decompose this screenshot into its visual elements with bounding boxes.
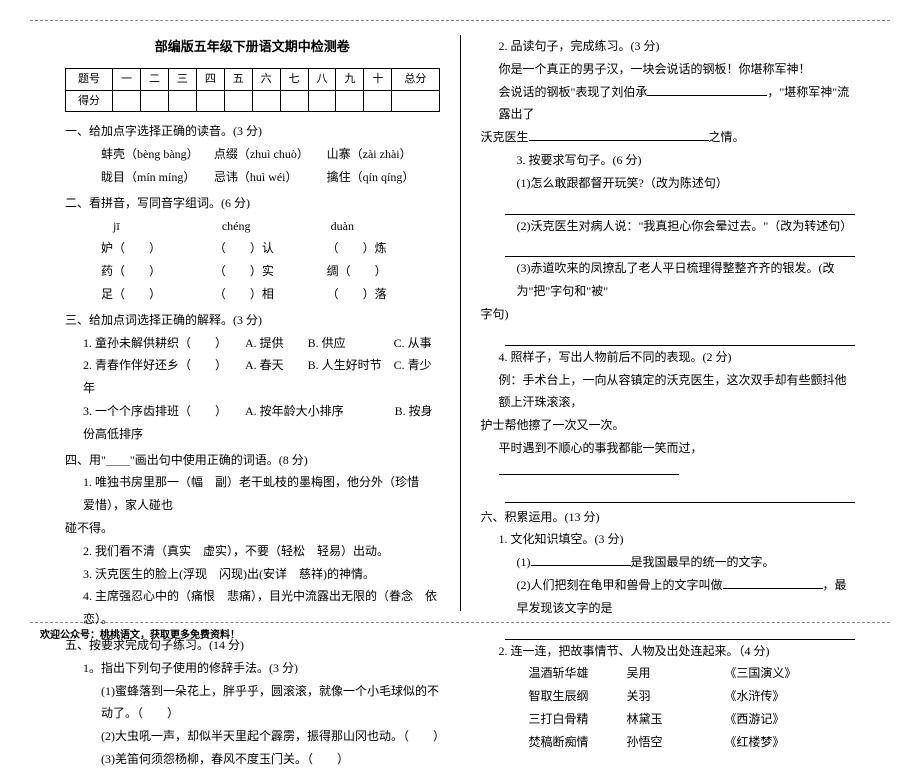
blank [723,577,823,589]
q5-s1c: (3)羌笛何须怨杨柳，春风不度玉门关。（ ） [65,748,440,771]
th-1: 一 [113,68,141,90]
th-7: 七 [280,68,308,90]
q2-header: 二、看拼音，写同音字组词。(6 分) [65,192,440,215]
q5-s2b-pre: 会说话的钢板"表现了刘伯承 [499,85,648,99]
q1-header: 一、给加点字选择正确的读音。(3 分) [65,120,440,143]
th-4: 四 [196,68,224,90]
blank [529,129,709,141]
q3-i1: 1. 童孙未解供耕织（ ） A. 提供 B. 供应 C. 从事 [65,332,440,355]
q2-r1b: （ ）认 [214,237,327,260]
q5-s3c: (3)赤道吹来的凤撩乱了老人平日梳理得整整齐齐的银发。(改为"把"字句和"被" [481,257,856,303]
page-footer: 欢迎公众号：桃桃语文，获取更多免费资料！ [40,626,240,641]
m1b: 吴用 [626,662,724,685]
q5-s2: 2. 品读句子，完成练习。(3 分) [481,35,856,58]
score-label: 得分 [66,90,113,112]
blank-line [505,485,856,503]
blank-line [505,328,856,346]
exam-title: 部编版五年级下册语文期中检测卷 [65,35,440,60]
m3a: 三打白骨精 [529,708,627,731]
th-0: 题号 [66,68,113,90]
q3-i2: 2. 青春作伴好还乡（ ） A. 春天 B. 人生好时节 C. 青少年 [65,354,440,400]
q1-r2a: 眬目（mín míng） [101,166,214,189]
th-3: 三 [168,68,196,90]
th-10: 十 [364,68,392,90]
blank [647,84,767,96]
m3b: 林黛玉 [626,708,724,731]
q2-r3b: （ ）相 [214,283,327,306]
m3c: 《西游记》 [724,708,855,731]
q2-p3: duàn [331,215,440,238]
th-8: 八 [308,68,336,90]
m2a: 智取生辰纲 [529,685,627,708]
q2-r3c: （ ）落 [327,283,440,306]
blank-line [505,197,856,215]
q2-p1: jī [113,215,222,238]
blank-line [505,622,856,640]
q6-s1: 1. 文化知识填空。(3 分) [481,528,856,551]
q5-s1b: (2)大虫吼一声，却似半天里起个霹雳，振得那山冈也动。（ ） [65,725,440,748]
q5-s2c-pre: 沃克医生 [481,130,529,144]
q3-i3: 3. 一个个序齿排班（ ） A. 按年龄大小排序 B. 按身份高低排序 [65,400,440,446]
q1-r1c: 山寨（zài zhài） [327,143,440,166]
m2b: 关羽 [626,685,724,708]
q5-s4a: 例：手术台上，一向从容镇定的沃克医生，这次双手却有些颤抖他额上汗珠滚滚， [481,369,856,415]
q5-s2a: 你是一个真正的男子汉，一块会说话的钢板！你堪称军神！ [481,58,856,81]
q2-r1a: 妒（ ） [101,237,214,260]
blank [531,554,631,566]
q4-header: 四、用"＿＿"画出句中使用正确的词语。(8 分) [65,449,440,472]
q2-r2c: 绸（ ） [327,260,440,283]
column-divider [460,35,461,611]
q2-r3a: 足（ ） [101,283,214,306]
q5-s4c-pre: 平时遇到不顺心的事我都能一笑而过， [499,441,703,455]
q1-r2c: 擒住（qín qíng） [327,166,440,189]
q6-s1b-pre: (2)人们把刻在龟甲和兽骨上的文字叫做 [517,578,723,592]
q1-r1b: 点缀（zhuì chuò） [214,143,327,166]
q6-s1a-suf: 是我国最早的统一的文字。 [631,555,775,569]
blank [499,463,679,475]
q5-s3b: (2)沃克医生对病人说："我真担心你会晕过去。"（改为转述句） [481,215,856,238]
q3-header: 三、给加点词选择正确的解释。(3 分) [65,309,440,332]
m2c: 《水浒传》 [724,685,855,708]
q1-r1a: 蚌壳（bèng bàng） [101,143,214,166]
q5-s4b: 护士帮他擦了一次又一次。 [481,414,856,437]
th-9: 九 [336,68,364,90]
q2-r1c: （ ）炼 [327,237,440,260]
score-table: 题号 一 二 三 四 五 六 七 八 九 十 总分 得分 [65,68,440,113]
m4a: 焚稿断痴情 [529,731,627,754]
q4-i1b: 碰不得。 [65,517,440,540]
m4c: 《红楼梦》 [724,731,855,754]
q5-s3c-b: 字句) [481,303,856,326]
q5-s2c-suf: 之情。 [709,130,745,144]
q5-s3a: (1)怎么敢跟都督开玩笑?（改为陈述句） [481,172,856,195]
q4-i3: 3. 沃克医生的脸上(浮现 闪现)出(安详 慈祥)的神情。 [65,563,440,586]
th-11: 总分 [392,68,439,90]
m4b: 孙悟空 [626,731,724,754]
q4-i4: 4. 主席强忍心中的（痛恨 悲痛），目光中流露出无限的（眷念 依恋）。 [65,585,440,631]
q5-s1a: (1)蜜蜂落到一朵花上，胖乎乎，圆滚滚，就像一个小毛球似的不动了。（ ） [65,680,440,726]
q2-p2: chéng [222,215,331,238]
q4-i2: 2. 我们看不清（真实 虚实），不要（轻松 轻易）出动。 [65,540,440,563]
th-5: 五 [224,68,252,90]
q2-r2b: （ ）实 [214,260,327,283]
q1-r2b: 忌讳（huì wéi） [214,166,327,189]
th-2: 二 [141,68,169,90]
blank-line [505,239,856,257]
m1a: 温酒斩华雄 [529,662,627,685]
right-column: 2. 品读句子，完成练习。(3 分) 你是一个真正的男子汉，一块会说话的钢板！你… [466,35,871,611]
th-6: 六 [252,68,280,90]
q4-i1: 1. 唯独书房里那一（幅 副）老干虬枝的墨梅图，他分外（珍惜 爱惜），家人碰也 [65,471,440,517]
q5-s1: 1。指出下列句子使用的修辞手法。(3 分) [65,657,440,680]
m1c: 《三国演义》 [724,662,855,685]
q2-r2a: 药（ ） [101,260,214,283]
left-column: 部编版五年级下册语文期中检测卷 题号 一 二 三 四 五 六 七 八 九 十 总… [50,35,455,611]
q6-s1a-pre: (1) [517,555,531,569]
q5-s4: 4. 照样子，写出人物前后不同的表现。(2 分) [481,346,856,369]
q5-s3: 3. 按要求写句子。(6 分) [481,149,856,172]
q6-header: 六、积累运用。(13 分) [481,506,856,529]
